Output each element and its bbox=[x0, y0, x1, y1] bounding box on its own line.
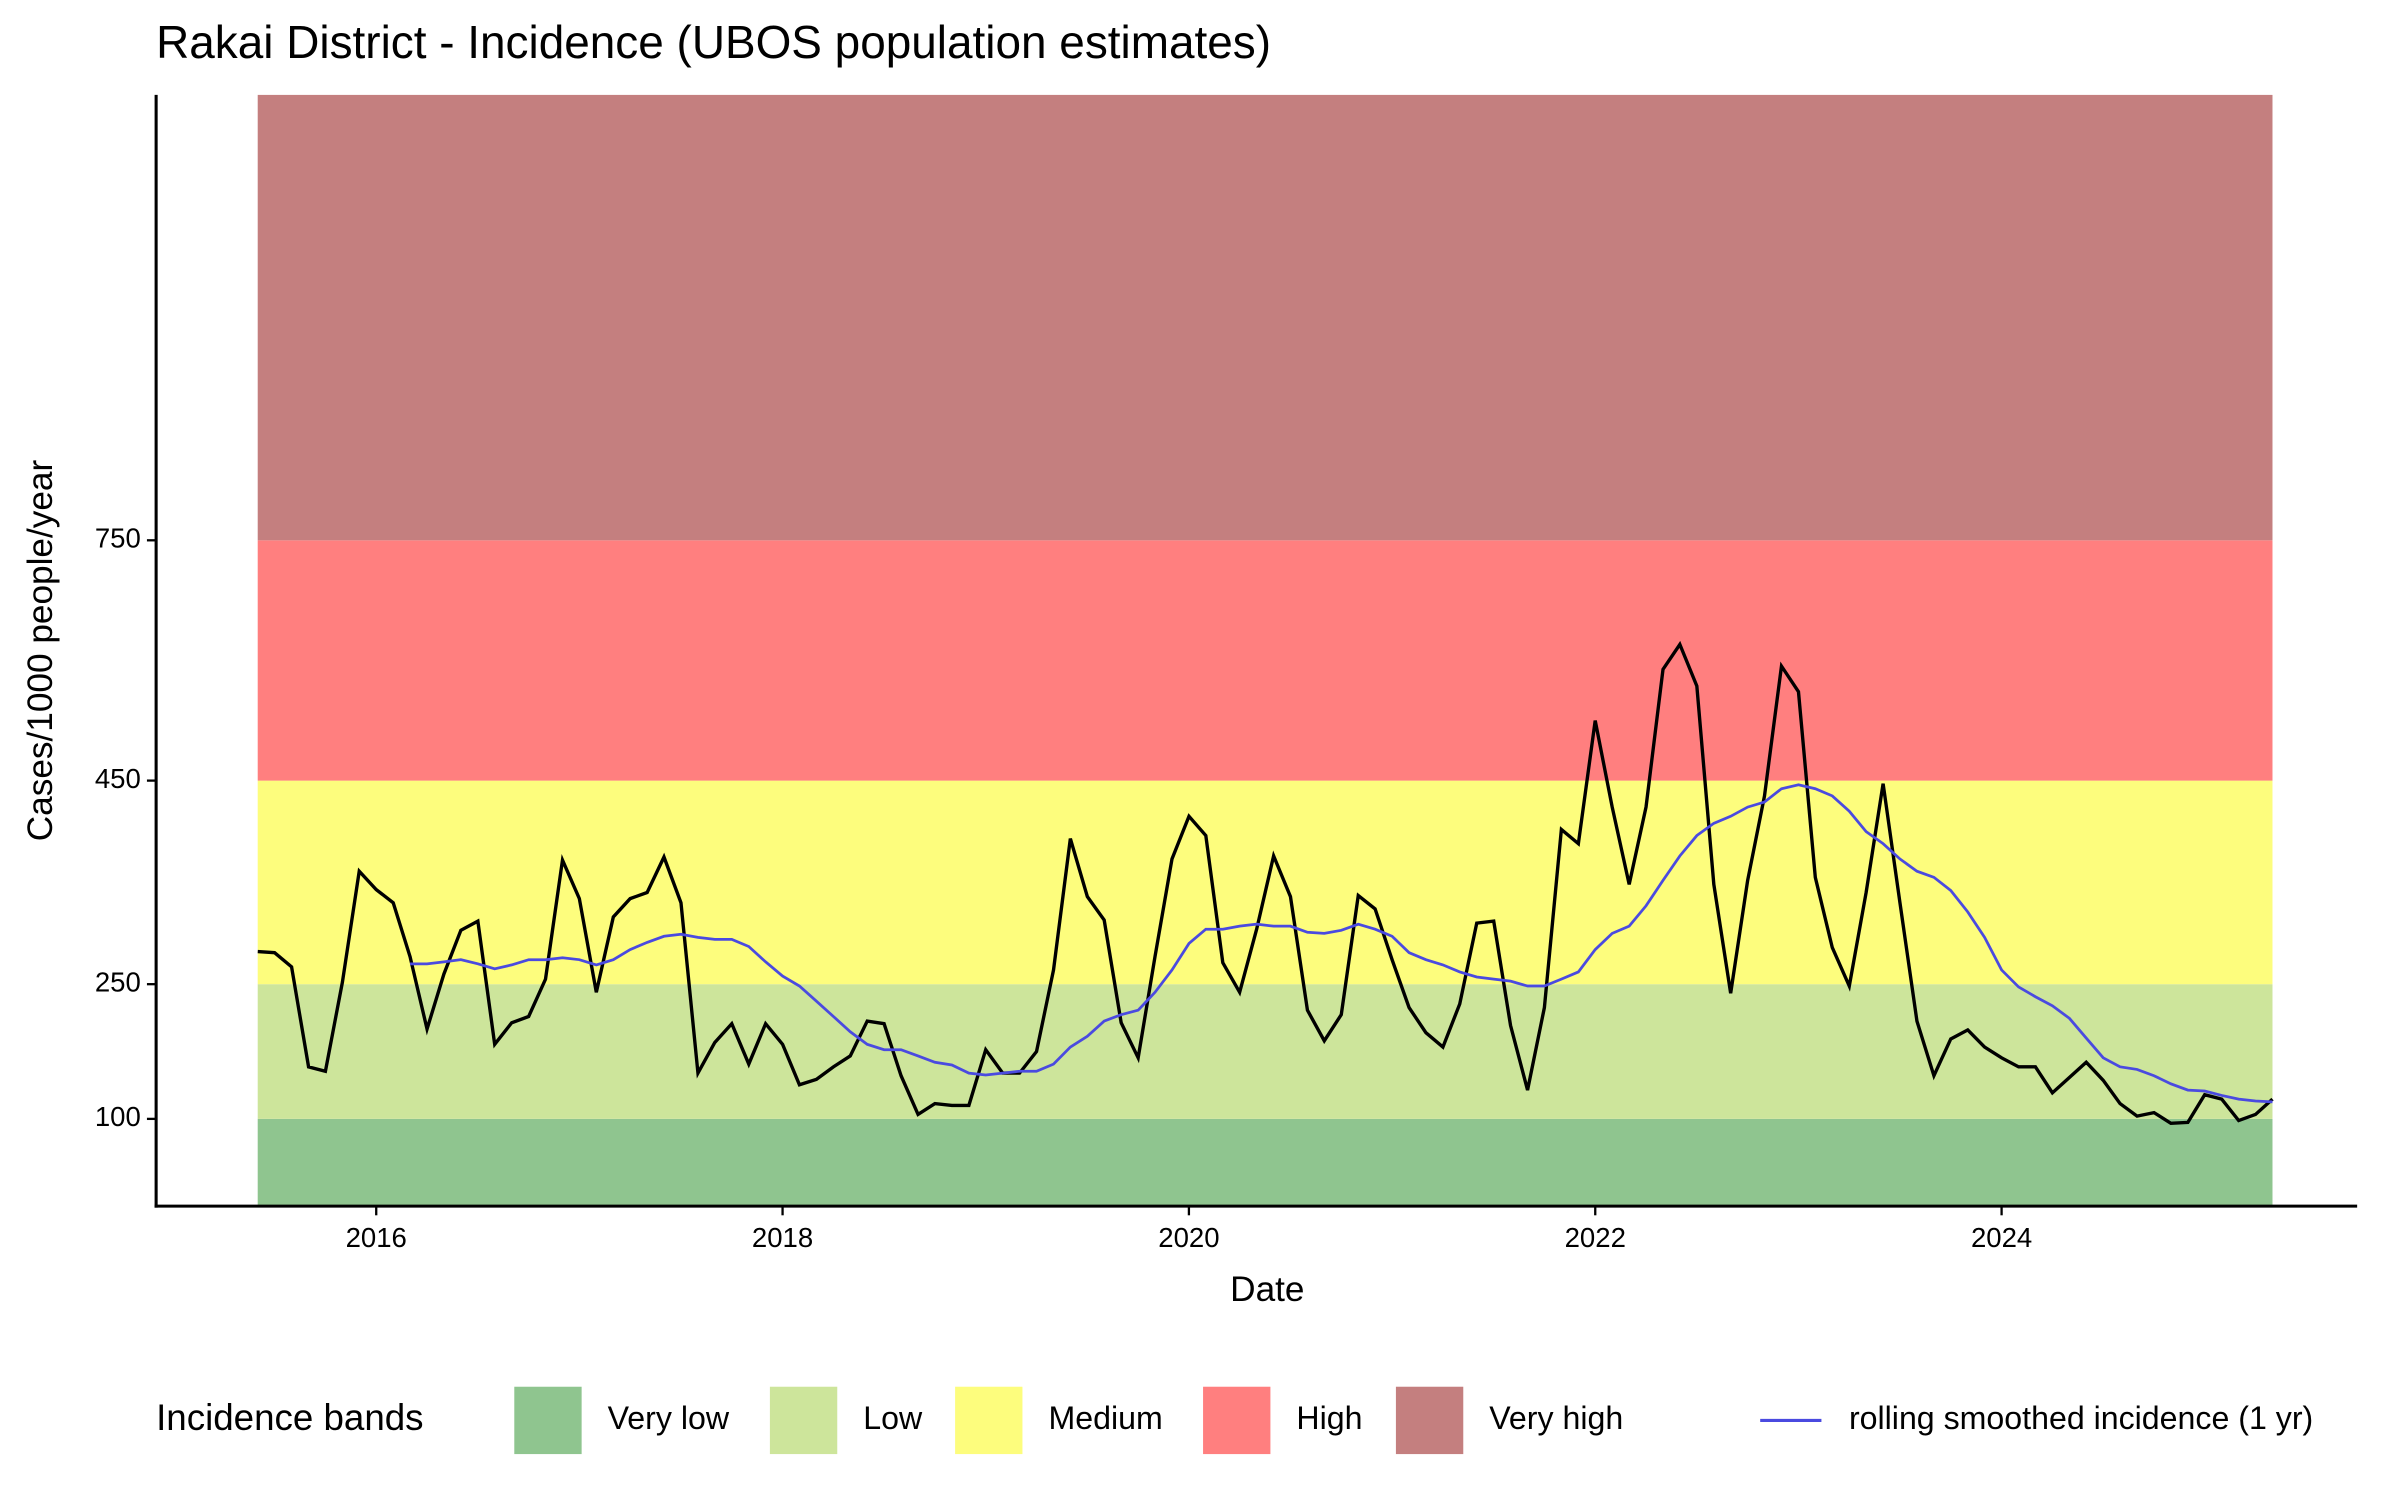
data-line bbox=[410, 783, 2273, 1104]
y-tick-label: 450 bbox=[95, 763, 141, 794]
x-tick-label: 2022 bbox=[1565, 1222, 1626, 1253]
legend-title: Incidence bands bbox=[156, 1397, 423, 1438]
band bbox=[257, 780, 2273, 985]
legend-label: Very low bbox=[608, 1400, 730, 1436]
y-tick-label: 100 bbox=[95, 1101, 141, 1132]
y-axis-title: Cases/1000 people/year bbox=[21, 460, 60, 842]
legend-swatch bbox=[1203, 1386, 1271, 1455]
data-line bbox=[257, 640, 2274, 1126]
x-tick-label: 2020 bbox=[1158, 1222, 1219, 1253]
legend-swatch bbox=[1395, 1386, 1464, 1455]
legend-label: High bbox=[1296, 1400, 1362, 1436]
chart-title: Rakai District - Incidence (UBOS populat… bbox=[156, 16, 1271, 68]
lines bbox=[257, 640, 2274, 1126]
y-tick-label: 250 bbox=[95, 966, 141, 997]
legend-swatch bbox=[955, 1386, 1023, 1455]
x-tick-label: 2024 bbox=[1971, 1222, 2032, 1253]
legend-swatch bbox=[769, 1386, 838, 1455]
bands bbox=[257, 94, 2273, 1207]
band bbox=[257, 1118, 2273, 1207]
x-axis-title: Date bbox=[1230, 1270, 1304, 1309]
legend-swatch bbox=[514, 1386, 582, 1455]
band bbox=[257, 540, 2273, 781]
legend-label: Low bbox=[863, 1400, 923, 1436]
legend-label: Very high bbox=[1489, 1400, 1623, 1436]
legend-label: rolling smoothed incidence (1 yr) bbox=[1849, 1400, 2313, 1436]
y-tick-label: 750 bbox=[95, 523, 141, 554]
x-tick-label: 2016 bbox=[346, 1222, 407, 1253]
band bbox=[257, 94, 2273, 541]
legend-label: Medium bbox=[1048, 1400, 1162, 1436]
x-tick-label: 2018 bbox=[752, 1222, 813, 1253]
band bbox=[257, 984, 2273, 1119]
